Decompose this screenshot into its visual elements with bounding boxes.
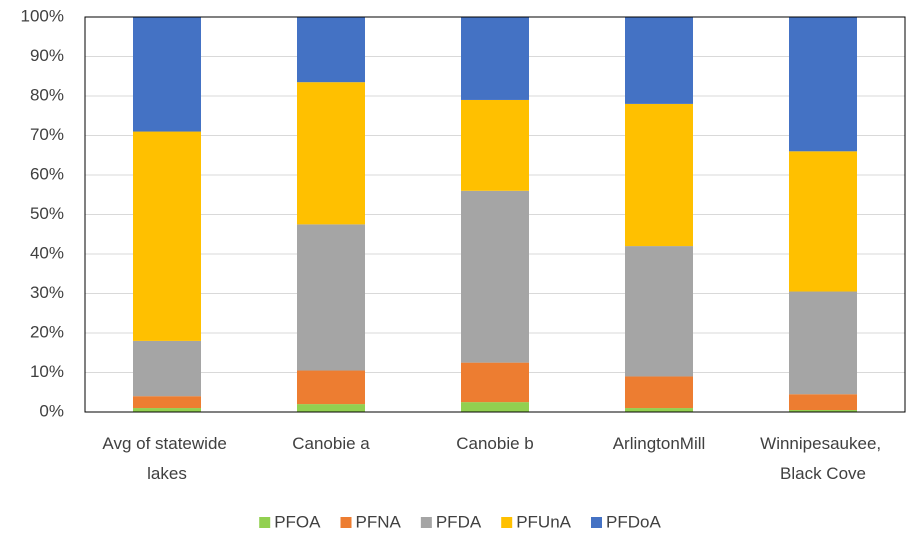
legend-label: PFOA (274, 512, 321, 531)
legend-swatch (259, 517, 271, 528)
legend-label: PFDA (436, 512, 482, 531)
bar-segment (625, 17, 693, 104)
bar-segment (461, 17, 529, 100)
legend-item: PFDA (420, 512, 482, 531)
y-tick-label: 10% (30, 362, 64, 381)
y-tick-label: 80% (30, 85, 64, 104)
bar-segment (461, 190, 529, 363)
plot-frame (84, 16, 906, 413)
bar-segment (789, 17, 857, 152)
bar-segment (625, 103, 693, 247)
bar-segment (625, 376, 693, 409)
bar-segment (297, 17, 365, 83)
legend-swatch (590, 517, 602, 528)
bar-segment (133, 396, 201, 409)
y-tick-label: 50% (30, 204, 64, 223)
legend-label: PFUnA (516, 512, 571, 531)
bar-segment (133, 340, 201, 397)
x-tick-label: Winnipesaukee, Black Cove (760, 434, 886, 483)
bars (133, 17, 857, 412)
bar-segment (789, 410, 857, 412)
y-tick-label: 40% (30, 243, 64, 262)
bar-segment (625, 408, 693, 412)
y-tick-label: 70% (30, 125, 64, 144)
bar-segment (461, 362, 529, 403)
bar-segment (461, 402, 529, 412)
bar-segment (133, 408, 201, 412)
y-tick-label: 30% (30, 283, 64, 302)
bar-segment (297, 224, 365, 371)
y-tick-label: 60% (30, 164, 64, 183)
y-tick-label: 100% (21, 6, 64, 25)
bar-segment (297, 404, 365, 412)
legend-swatch (501, 517, 513, 528)
legend-item: PFDoA (590, 512, 661, 531)
bar-segment (133, 131, 201, 341)
x-tick-label: ArlingtonMill (613, 434, 706, 453)
legend-item: PFUnA (501, 512, 572, 531)
legend-swatch (420, 517, 432, 528)
legend-swatch (340, 517, 352, 528)
bar-segment (789, 291, 857, 395)
bar-segment (625, 246, 693, 377)
legend-item: PFOA (259, 512, 321, 531)
bar-segment (789, 394, 857, 411)
x-tick-label: Canobie a (292, 434, 370, 453)
y-tick-label: 20% (30, 322, 64, 341)
x-tick-label: Canobie b (456, 434, 534, 453)
bar-segment (133, 17, 201, 132)
x-tick-label: Avg of statewide lakes (102, 434, 231, 483)
legend-item: PFNA (340, 512, 402, 531)
bar-segment (297, 82, 365, 225)
y-tick-label: 90% (30, 46, 64, 65)
bar-segment (297, 370, 365, 405)
bar-segment (461, 99, 529, 191)
legend-label: PFNA (356, 512, 402, 531)
bar-segment (789, 151, 857, 292)
legend-label: PFDoA (606, 512, 661, 531)
y-tick-label: 0% (39, 401, 64, 420)
